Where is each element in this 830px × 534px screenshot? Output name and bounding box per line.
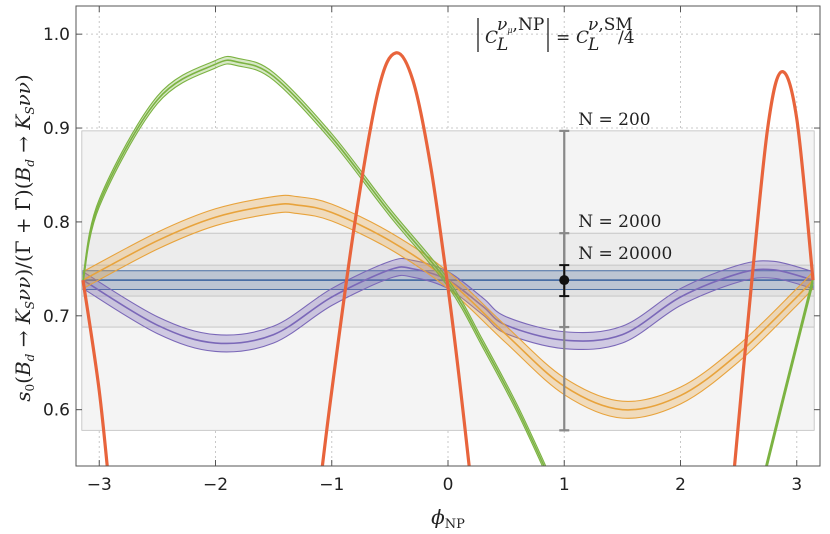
error-bar-label: N = 2000 [578,212,661,232]
series-band-edge [82,63,543,466]
x-tick-label: −3 [87,475,112,495]
series-purple [82,257,814,353]
svg-text:ν,SM: ν,SM [588,15,633,35]
x-tick-label: −1 [319,475,344,495]
x-axis-title: ϕNP [431,505,465,532]
y-tick-label: 0.6 [43,401,70,421]
series-band-edge [766,283,814,466]
y-tick-label: 0.7 [43,307,70,327]
svg-text:νμ,NP: νμ,NP [497,15,544,35]
y-tick-label: 1.0 [43,25,70,45]
svg-text:L: L [496,35,508,55]
series-band-edge [82,257,814,336]
series-band [82,258,814,352]
x-tick-label: −2 [203,475,228,495]
series-green [765,276,814,466]
series-red [732,70,815,466]
x-tick-label: 1 [559,475,570,495]
series-green [82,55,547,466]
series-red [81,279,109,466]
series-line [82,266,814,345]
annotation-formula: C νμ,NP L = C ν,SM L /4 [477,15,635,55]
series-band-edge [82,55,547,466]
data-point [559,275,570,286]
series-band-edge [82,194,814,403]
svg-text:=: = [556,28,570,48]
x-tick-label: 2 [675,475,686,495]
series-band-edge [765,276,814,466]
svg-text:/4: /4 [618,28,635,48]
series-line [732,70,815,466]
y-tick-label: 0.8 [43,213,70,233]
svg-text:L: L [587,35,599,55]
svg-text:C: C [576,28,589,48]
series-line [82,59,545,466]
series-line [81,279,109,466]
series-line [320,51,471,466]
series-line [765,279,814,466]
svg-text:C: C [485,28,498,48]
error-bar-label: N = 20000 [578,244,672,264]
y-axis-title: s0(Bd → KSνν)/(Γ + Γ̄)(Bd → KSνν) [11,74,37,402]
x-tick-label: 3 [791,475,802,495]
y-tick-label: 0.9 [43,119,70,139]
x-tick-label: 0 [443,475,454,495]
error-bar-label: N = 200 [578,110,650,130]
series-red [320,51,471,466]
